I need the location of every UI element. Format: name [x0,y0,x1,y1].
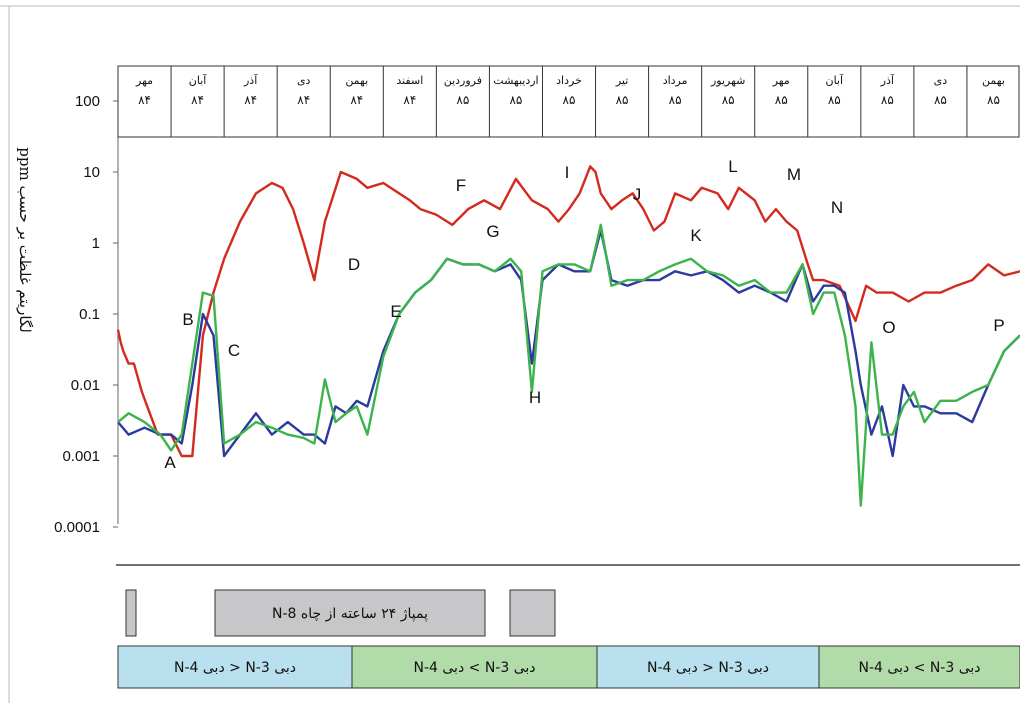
month-year: ۸۴ [244,93,257,107]
month-year: ۸۵ [775,93,788,107]
month-year: ۸۵ [616,93,629,107]
month-name: خرداد [556,74,582,87]
annotation-d: D [348,255,360,274]
pump-bar-1 [125,589,137,637]
series-line-1 [116,165,1020,458]
month-name: آبان [189,73,207,87]
month-year: ۸۴ [191,93,204,107]
month-year: ۸۵ [456,93,469,107]
y-tick-label: 10 [83,164,100,181]
y-tick-label: 0.01 [71,377,100,394]
pump-bar-3 [509,589,556,637]
flow-band-2 [351,645,598,689]
annotation-k: K [690,226,702,245]
month-name: مهر [135,74,153,87]
month-header: مهر ۸۴ آبان ۸۴ آذر ۸۴ دی ۸۴ بهمن ۸۴ اسفند ۸۴ فروردین… [117,65,1020,138]
y-axis-ticks: 100 10 1 0.1 0.01 0.001 0.0001 [54,93,118,536]
flow-bands: دبی N-3 < دبی N-4 دبی N-3 > دبی N-4 دبی N-… [117,645,1020,689]
month-year: ۸۵ [934,93,947,107]
month-name: بهمن [982,74,1005,87]
month-name: بهمن [345,74,368,87]
annotation-c: C [228,341,240,360]
annotation-l: L [728,157,737,176]
annotation-b: B [182,310,193,329]
month-year: ۸۵ [509,93,522,107]
pump-bar-2 [214,589,486,637]
point-annotations: A B C D E F G H I J K L M N O P [164,157,1004,472]
flow-band-label: دبی N-3 > دبی N-4 [858,660,980,676]
month-year: ۸۵ [563,93,576,107]
month-name: مرداد [663,74,688,87]
annotation-e: E [390,302,401,321]
y-tick-label: 0.0001 [54,519,100,536]
month-year: ۸۴ [403,93,416,107]
annotation-i: I [565,163,570,182]
month-year: ۸۵ [828,93,841,107]
y-tick-label: 0.1 [79,306,100,323]
y-tick-label: 100 [75,93,100,110]
annotation-g: G [486,222,499,241]
annotation-o: O [882,318,895,337]
series-line-3 [117,223,1020,507]
flow-band-label: دبی N-3 < دبی N-4 [174,660,296,676]
month-name: آبان [826,73,844,87]
month-year: ۸۵ [722,93,735,107]
flow-band-4 [818,645,1020,689]
month-name: شهریور [710,74,745,87]
month-name: دی [297,74,311,87]
annotation-n: N [831,198,843,217]
month-name: اسفند [396,74,423,87]
annotation-m: M [787,165,801,184]
y-axis-label: لگاریتم غلظت بر حسب ppm [16,147,34,333]
month-year: ۸۴ [138,93,151,107]
annotation-j: J [633,185,642,204]
pump-bar-label: پمپاژ ۲۴ ساعته از چاه N-8 [272,606,428,622]
month-name: دی [934,74,948,87]
month-name: مهر [772,74,790,87]
month-year: ۸۵ [669,93,682,107]
month-name: فروردین [444,74,482,87]
month-header-box [117,65,1020,138]
series-line-2 [117,229,1020,458]
annotation-h: H [529,388,541,407]
y-tick-label: 0.001 [62,448,100,465]
flow-band-label: دبی N-3 > دبی N-4 [413,660,535,676]
month-year: ۸۴ [297,93,310,107]
month-name: آذر [880,73,895,87]
month-year: ۸۵ [987,93,1000,107]
series-group [116,165,1020,507]
y-tick-label: 1 [92,235,100,252]
month-name: آذر [243,73,258,87]
month-name: اردیبهشت [493,74,538,87]
annotation-p: P [993,316,1004,335]
flow-band-label: دبی N-3 < دبی N-4 [647,660,769,676]
month-year: ۸۴ [350,93,363,107]
month-year: ۸۵ [881,93,894,107]
annotation-a: A [164,453,176,472]
month-name: تیر [615,74,628,87]
flow-band-1 [117,645,353,689]
annotation-f: F [456,176,466,195]
